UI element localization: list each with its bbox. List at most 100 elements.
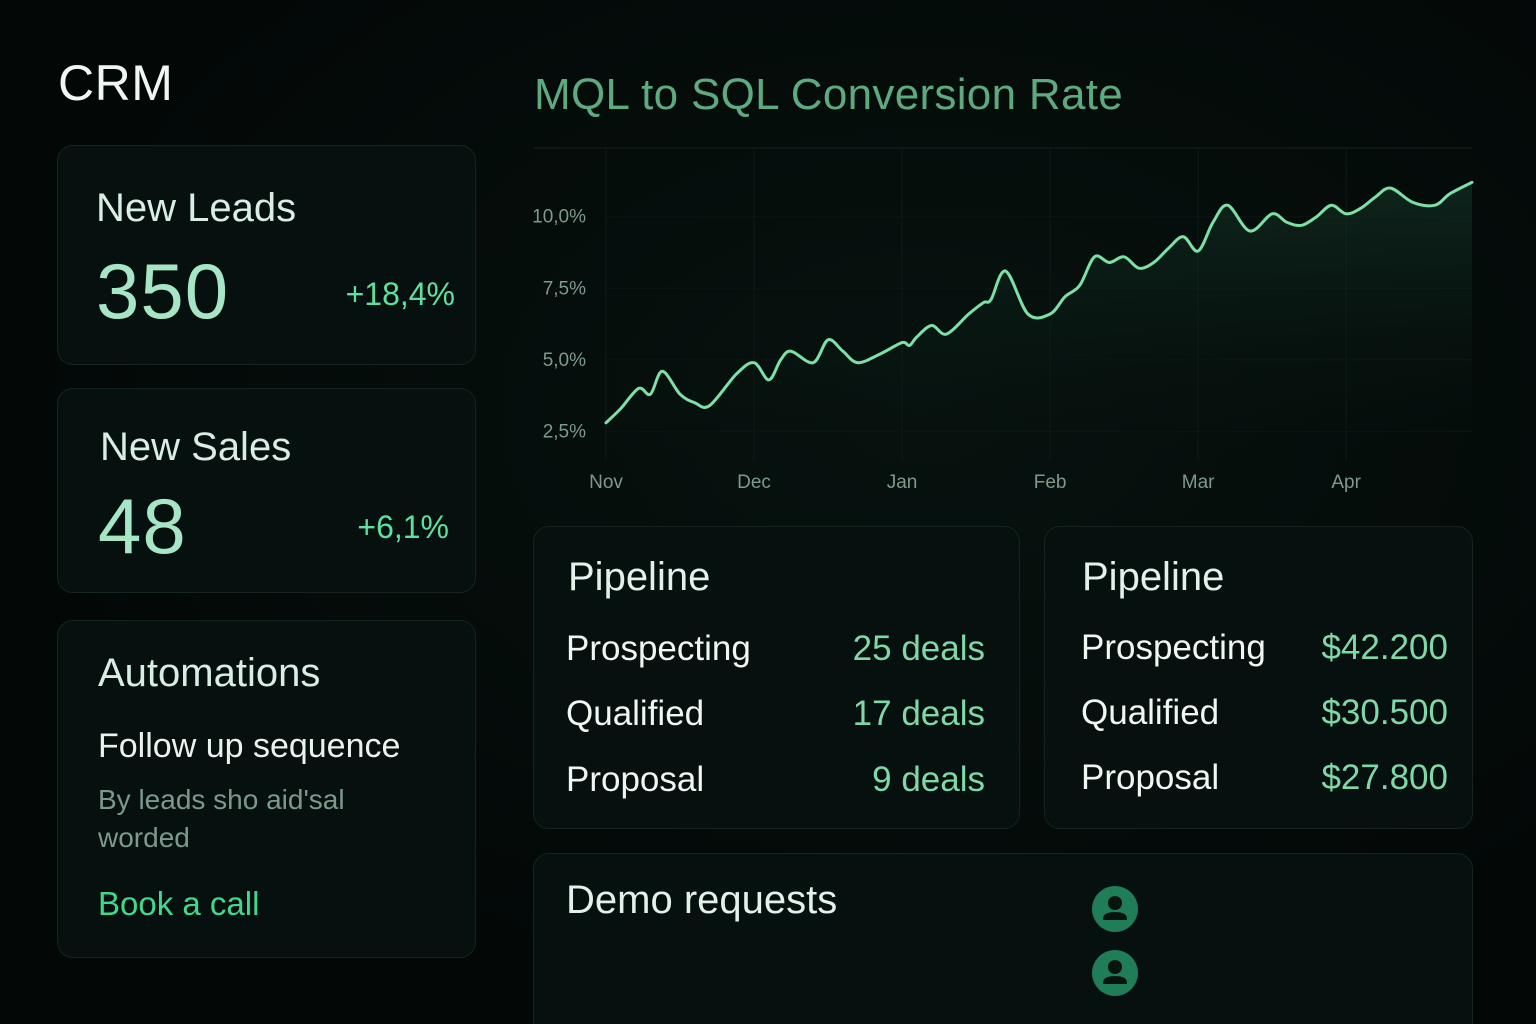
chart-data-point [677, 391, 683, 397]
stat-value: 350 [96, 247, 230, 335]
pipeline-card-values: Pipeline Prospecting $42.200 Qualified $… [1044, 526, 1473, 829]
chart-area-fill [606, 182, 1472, 461]
chart-data-point [1025, 311, 1031, 317]
stat-value: 48 [98, 482, 187, 570]
chart-data-point [907, 343, 913, 349]
stat-delta: +6,1% [357, 509, 449, 545]
pipeline-card-deals: Pipeline Prospecting 25 deals Qualified … [533, 526, 1020, 829]
chart-data-point [810, 360, 816, 366]
chart-data-point [1432, 202, 1438, 208]
chart-data-point [778, 357, 784, 363]
pipeline-stage-label: Prospecting [566, 629, 751, 668]
stat-card-new-sales[interactable]: New Sales 48 +6,1% [57, 388, 476, 593]
chart-data-point [966, 311, 972, 317]
y-tick-label: 7,5% [543, 278, 586, 299]
chart-data-point [899, 340, 905, 346]
pipeline-stage-label: Qualified [566, 694, 705, 733]
sequence-name[interactable]: Follow up sequence [98, 727, 401, 765]
pipeline-stage-value: 17 deals [852, 694, 985, 733]
x-tick-label: Feb [1034, 472, 1067, 493]
pipeline-stage-value: $27.800 [1321, 758, 1448, 797]
pipeline-stage-label: Proposal [566, 760, 705, 799]
x-tick-label: Jan [887, 472, 918, 493]
sequence-description: By leads sho aid'sal worded [98, 784, 345, 853]
chart-data-point [766, 377, 772, 383]
chart-data-point [707, 403, 713, 409]
chart-data-point [825, 337, 831, 343]
demo-requests-card: Demo requests [533, 853, 1473, 1024]
chart-series-line [604, 180, 1474, 425]
chart-data-point [1195, 248, 1201, 254]
y-tick-label: 5,0% [543, 350, 586, 371]
y-tick-label: 2,5% [543, 421, 586, 442]
chart-data-point [1225, 202, 1231, 208]
x-tick-label: Apr [1331, 472, 1361, 493]
chart-data-point [751, 360, 757, 366]
chart-data-point [647, 391, 653, 397]
chart-data-point [877, 351, 883, 357]
chart-data-point [981, 300, 987, 306]
chart-data-point [1299, 222, 1305, 228]
chart-title: MQL to SQL Conversion Rate [534, 70, 1124, 119]
pipeline-row-prospecting[interactable]: Prospecting $42.200 [1081, 628, 1448, 672]
pipeline-row-proposal[interactable]: Proposal $27.800 [1081, 758, 1448, 802]
chart-data-point [1047, 311, 1053, 317]
chart-data-point [1210, 219, 1216, 225]
stat-title: New Leads [96, 186, 297, 230]
pipeline-row-qualified[interactable]: Qualified 17 deals [566, 694, 985, 738]
pipeline-stage-value: $30.500 [1321, 693, 1448, 732]
x-tick-label: Nov [589, 472, 623, 493]
chart-data-point [1092, 254, 1098, 260]
pipeline-row-prospecting[interactable]: Prospecting 25 deals [566, 629, 985, 673]
chart-data-point [618, 406, 624, 412]
chart-data-point [1447, 191, 1453, 197]
pipeline-title: Pipeline [568, 555, 711, 599]
pipeline-row-qualified[interactable]: Qualified $30.500 [1081, 693, 1448, 737]
pipeline-stage-label: Qualified [1081, 693, 1220, 732]
stat-title: New Sales [100, 425, 292, 469]
chart-data-point [1121, 254, 1127, 260]
chart-data-point [944, 331, 950, 337]
book-a-call-link[interactable]: Book a call [98, 885, 260, 922]
stat-delta: +18,4% [345, 276, 455, 312]
chart-data-point [1358, 205, 1364, 211]
pipeline-stage-label: Prospecting [1081, 628, 1266, 667]
chart-data-point [1328, 202, 1334, 208]
chart-data-point [1106, 260, 1112, 266]
pipeline-row-proposal[interactable]: Proposal 9 deals [566, 760, 985, 804]
chart-data-point [692, 400, 698, 406]
chart-data-point [1003, 268, 1009, 274]
chart-data-point [733, 371, 739, 377]
y-tick-label: 10,0% [532, 207, 586, 228]
chart-data-point [659, 368, 665, 374]
chart-data-point [1062, 294, 1068, 300]
chart-data-point [1166, 245, 1172, 251]
demo-requests-title: Demo requests [566, 878, 838, 922]
chart-data-point [914, 334, 920, 340]
user-avatar-icon[interactable] [1092, 886, 1138, 932]
chart-data-point [636, 385, 642, 391]
pipeline-stage-value: $42.200 [1321, 628, 1448, 667]
chart-data-point [1247, 228, 1253, 234]
chart-data-point [603, 420, 609, 426]
app-title: CRM [58, 55, 174, 111]
chart-data-point [1077, 282, 1083, 288]
chart-data-point [840, 348, 846, 354]
pipeline-title: Pipeline [1082, 555, 1225, 599]
pipeline-stage-label: Proposal [1081, 758, 1220, 797]
chart-data-point [1284, 219, 1290, 225]
chart-data-point [1151, 260, 1157, 266]
chart-data-point [1136, 265, 1142, 271]
chart-data-point [1373, 194, 1379, 200]
chart-data-point [1410, 199, 1416, 205]
user-avatar-icon[interactable] [1092, 950, 1138, 996]
chart-data-point [788, 348, 794, 354]
chart-data-point [1314, 214, 1320, 220]
chart-data-point [988, 297, 994, 303]
chart-data-point [1180, 234, 1186, 240]
pipeline-stage-value: 9 deals [872, 760, 985, 799]
stat-card-new-leads[interactable]: New Leads 350 +18,4% [57, 145, 476, 365]
conversion-rate-chart: Nov Dec Jan Feb Mar Apr 2,5% 5,0% 7,5% 10,0% [532, 147, 1474, 493]
x-tick-label: Dec [737, 472, 771, 493]
